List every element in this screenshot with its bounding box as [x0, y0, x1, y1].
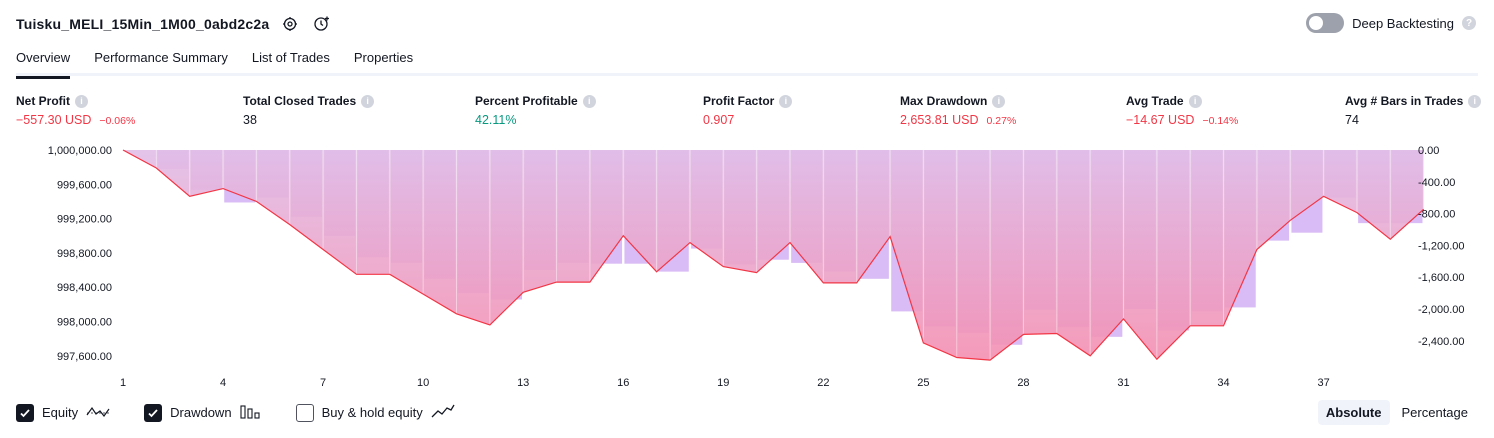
toggle-knob [1309, 16, 1324, 30]
x-axis-tick: 13 [517, 377, 529, 389]
metric-avg-bars: Avg # Bars in Trades i 74 [1345, 93, 1482, 127]
deep-backtesting: Deep Backtesting ? [1306, 13, 1476, 33]
legend-drawdown-label: Drawdown [170, 405, 232, 420]
legend-drawdown[interactable]: Drawdown [144, 403, 261, 422]
metric-value: −557.30 USD [16, 113, 92, 127]
metric-value: 38 [243, 113, 257, 127]
legend-equity-label: Equity [42, 405, 79, 420]
scale-modes: Absolute Percentage [1317, 400, 1476, 425]
info-icon[interactable]: i [779, 94, 793, 108]
metric-label: Profit Factor [703, 94, 775, 108]
metric-value: 0.907 [703, 113, 735, 127]
right-axis-tick: -400.00 [1418, 177, 1455, 189]
x-axis-tick: 37 [1317, 377, 1329, 389]
drawdown-checkbox[interactable] [144, 403, 163, 422]
buy-hold-line-icon [431, 403, 455, 422]
info-icon[interactable]: i [582, 94, 596, 108]
x-axis-tick: 31 [1117, 377, 1129, 389]
right-axis-tick: -2,000.00 [1418, 304, 1464, 316]
metric-value: 42.11% [475, 113, 517, 127]
strategy-title: Tuisku_MELI_15Min_1M00_0abd2c2a [16, 16, 270, 32]
info-icon[interactable]: i [75, 94, 88, 108]
metric-percent-profitable: Percent Profitable i 42.11% [475, 93, 596, 127]
x-axis-tick: 25 [917, 377, 929, 389]
deep-backtesting-label: Deep Backtesting [1352, 15, 1454, 31]
help-icon[interactable]: ? [1462, 16, 1476, 30]
tab-properties[interactable]: Properties [353, 50, 414, 65]
metric-label: Avg # Bars in Trades [1345, 94, 1464, 108]
equity-area-fill [123, 150, 1424, 361]
left-axis-tick: 999,600.00 [57, 179, 112, 191]
metric-percent: 0.27% [986, 115, 1017, 127]
info-icon[interactable]: i [1188, 94, 1202, 108]
left-axis-tick: 998,800.00 [57, 248, 112, 260]
absolute-button[interactable]: Absolute [1317, 400, 1390, 425]
legend-buy-hold-label: Buy & hold equity [321, 405, 423, 420]
metric-value: 2,653.81 USD [900, 113, 979, 127]
left-axis-tick: 999,200.00 [57, 214, 112, 226]
right-axis-tick: -1,200.00 [1418, 240, 1464, 252]
metric-label: Avg Trade [1126, 94, 1184, 108]
x-axis-tick: 16 [617, 377, 629, 389]
right-axis-tick: 0.00 [1418, 145, 1439, 157]
metric-value: 74 [1345, 113, 1359, 127]
info-icon[interactable]: i [1468, 94, 1482, 108]
metric-value: −14.67 USD [1126, 113, 1195, 127]
right-axis-tick: -2,400.00 [1418, 336, 1464, 348]
settings-icon[interactable] [279, 13, 301, 35]
left-axis-tick: 997,600.00 [57, 351, 112, 363]
equity-drawdown-chart[interactable]: 1,000,000.00 999,600.00 999,200.00 998,800.… [0, 140, 1494, 395]
left-axis-tick: 1,000,000.00 [48, 145, 112, 157]
legend-equity[interactable]: Equity [16, 403, 110, 422]
deep-backtesting-toggle[interactable] [1306, 13, 1345, 33]
tab-overview[interactable]: Overview [16, 45, 71, 79]
tab-performance-summary[interactable]: Performance Summary [94, 50, 228, 65]
metric-avg-trade: Avg Trade i −14.67 USD −0.14% [1126, 93, 1238, 127]
info-icon[interactable]: i [361, 94, 375, 108]
x-axis-tick: 7 [320, 377, 326, 389]
equity-checkbox[interactable] [16, 403, 34, 422]
equity-line [122, 149, 1425, 361]
metric-profit-factor: Profit Factor i 0.907 [703, 93, 793, 127]
metric-label: Net Profit [16, 94, 70, 108]
metric-percent: −0.14% [1202, 115, 1239, 127]
left-axis-tick: 998,000.00 [57, 317, 112, 329]
metric-percent: −0.06% [99, 115, 136, 127]
equity-line-path [122, 149, 1425, 361]
percentage-button[interactable]: Percentage [1401, 405, 1469, 420]
info-icon[interactable]: i [992, 94, 1006, 108]
tab-list-of-trades[interactable]: List of Trades [251, 50, 330, 65]
metric-label: Total Closed Trades [243, 94, 357, 108]
left-axis: 1,000,000.00 999,600.00 999,200.00 998,800.… [48, 145, 112, 363]
right-axis: 0.00 -400.00 -800.00 -1,200.00 -1,600.00 -2,0… [1418, 145, 1464, 348]
equity-line-icon [86, 403, 110, 422]
metric-net-profit: Net Profit i −557.30 USD −0.06% [16, 93, 135, 127]
x-axis-tick: 28 [1017, 377, 1029, 389]
metric-label: Max Drawdown [900, 94, 988, 108]
equity-area [123, 150, 1425, 361]
buy-hold-checkbox[interactable] [295, 403, 314, 422]
report-tabs: Overview Performance Summary List of Tra… [16, 45, 1478, 79]
metric-label: Percent Profitable [475, 94, 578, 108]
legend-buy-hold[interactable]: Buy & hold equity [295, 403, 455, 422]
x-axis-tick: 4 [220, 377, 226, 389]
strategy-header: Tuisku_MELI_15Min_1M00_0abd2c2a [16, 12, 333, 36]
right-axis-tick: -800.00 [1418, 209, 1455, 221]
x-axis-tick: 19 [717, 377, 729, 389]
x-axis-tick: 22 [817, 377, 829, 389]
add-alert-icon[interactable] [311, 13, 333, 35]
left-axis-tick: 998,400.00 [57, 282, 112, 294]
x-axis-tick: 34 [1217, 377, 1229, 389]
right-axis-tick: -1,600.00 [1418, 272, 1464, 284]
x-axis-tick: 1 [120, 377, 126, 389]
metric-total-closed-trades: Total Closed Trades i 38 [243, 93, 375, 127]
metric-max-drawdown: Max Drawdown i 2,653.81 USD 0.27% [900, 93, 1016, 127]
chart-legend: Equity Drawdown Buy & hold equity [16, 403, 455, 422]
x-axis-tick: 10 [417, 377, 429, 389]
x-axis: 1 4 7 10 13 16 19 22 25 28 31 34 37 [120, 377, 1330, 389]
drawdown-bars-icon [240, 403, 262, 422]
